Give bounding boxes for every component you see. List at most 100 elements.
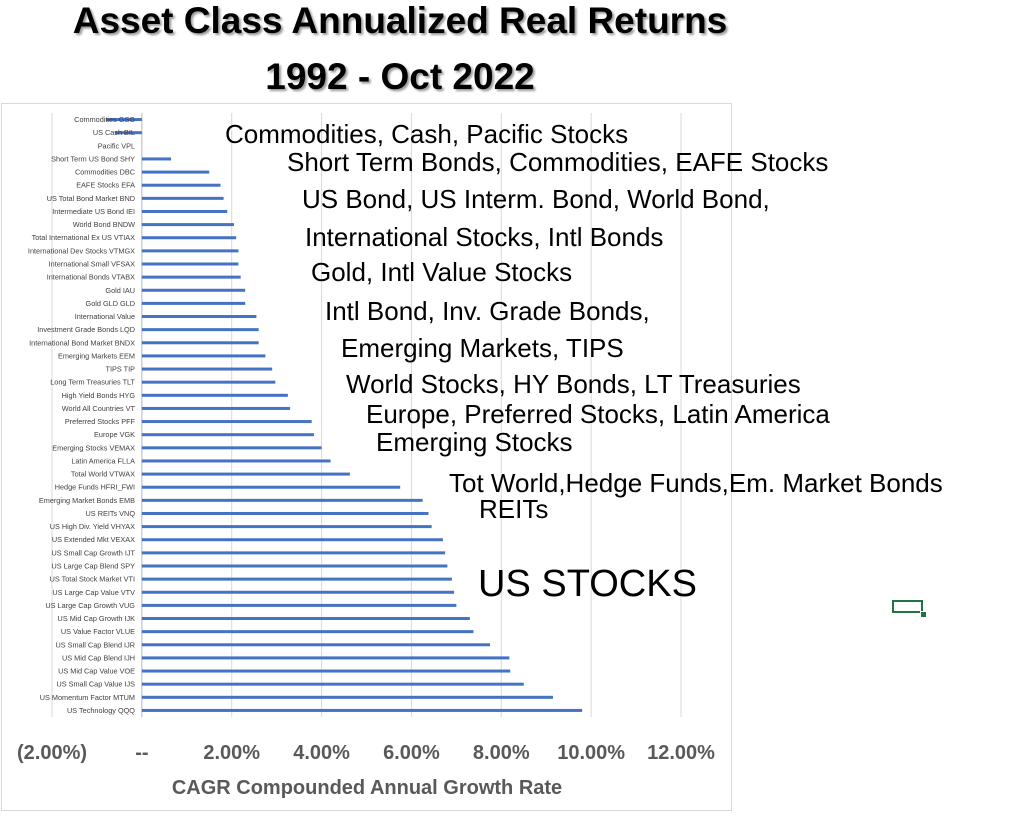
category-label: Long Term Treasuries TLT <box>50 378 135 387</box>
category-label: Gold GLD GLD <box>86 299 135 308</box>
category-label: Hedge Funds HFRI_FWI <box>55 483 135 492</box>
bar <box>141 433 314 437</box>
category-label: International Small VFSAX <box>49 260 136 269</box>
category-label: US Small Cap Blend IJR <box>56 640 136 649</box>
category-label: US Mid Cap Growth IJK <box>58 614 136 623</box>
category-label: US Small Cap Growth IJT <box>51 548 135 557</box>
bar <box>141 380 276 384</box>
category-label: US High Div. Yield VHYAX <box>50 522 135 531</box>
bar <box>141 551 446 555</box>
category-label: Gold IAU <box>105 286 135 295</box>
annotation-world-stocks: World Stocks, HY Bonds, LT Treasuries <box>346 369 801 399</box>
bar <box>141 275 241 279</box>
bar <box>141 223 234 227</box>
category-label: Latin America FLLA <box>71 456 135 465</box>
category-label: US Large Cap Blend SPY <box>51 562 135 571</box>
category-label: World Bond BNDW <box>73 220 135 229</box>
bar-chart: Commodities GSG US Cash BIL Pacific VPL Sho… <box>17 113 715 799</box>
category-label: Emerging Market Bonds EMB <box>39 496 135 505</box>
bar <box>141 498 423 502</box>
category-label: Total International Ex US VTIAX <box>32 233 136 242</box>
category-label: International Bond Market BNDX <box>29 338 135 347</box>
x-tick-label: 12.00% <box>647 742 715 764</box>
bar <box>141 183 221 187</box>
x-tick-label: 8.00% <box>473 742 530 764</box>
bar <box>141 406 291 410</box>
cell-selection-box[interactable] <box>892 600 923 613</box>
bar <box>141 328 259 332</box>
bar <box>141 446 322 450</box>
category-label: Europe VGK <box>94 430 135 439</box>
bar <box>105 118 142 122</box>
category-label: International Value <box>75 312 135 321</box>
plot-area: Commodities GSG US Cash BIL Pacific VPL Sho… <box>1 103 732 811</box>
category-label: Emerging Stocks VEMAX <box>52 443 135 452</box>
x-axis-title: CAGR Compounded Annual Growth Rate <box>172 777 562 799</box>
bar <box>141 341 259 345</box>
category-label: US Large Cap Growth VUG <box>45 601 135 610</box>
bar <box>141 209 228 213</box>
category-label: Commodities DBC <box>75 168 135 177</box>
bar <box>141 301 246 305</box>
x-tick-label: 4.00% <box>293 742 350 764</box>
x-tick-label: 10.00% <box>557 742 625 764</box>
annotation-emerging-stocks: Emerging Stocks <box>376 427 573 457</box>
chart-title: Asset Class Annualized Real Returns <box>72 0 728 41</box>
bar <box>141 420 312 424</box>
category-label: Investment Grade Bonds LQD <box>37 325 135 334</box>
bar <box>141 367 273 371</box>
category-label: US Technology QQQ <box>67 706 135 715</box>
bar <box>141 170 210 174</box>
category-label: US Small Cap Value IJS <box>56 680 135 689</box>
bar <box>141 288 246 292</box>
category-label: US Total Stock Market VTI <box>50 575 135 584</box>
category-label: Commodities GSG <box>74 115 135 124</box>
cell-fill-handle[interactable] <box>920 611 927 618</box>
category-label: World All Countries VT <box>62 404 136 413</box>
category-label: US Extended Mkt VEXAX <box>52 535 135 544</box>
annotation-us-stocks: US STOCKS <box>478 563 697 605</box>
annotation-emerging-markets: Emerging Markets, TIPS <box>341 333 624 363</box>
annotation-short-term-bonds: Short Term Bonds, Commodities, EAFE Stoc… <box>287 147 829 177</box>
category-label: High Yield Bonds HYG <box>62 391 136 400</box>
bar <box>114 131 142 135</box>
annotation-commodities-cash-pacific: Commodities, Cash, Pacific Stocks <box>225 119 629 149</box>
bar <box>141 315 257 319</box>
annotation-intl-bond: Intl Bond, Inv. Grade Bonds, <box>325 296 650 326</box>
bar <box>141 511 429 515</box>
category-label: US Mid Cap Value VOE <box>58 667 135 676</box>
category-label: Emerging Markets EEM <box>58 351 135 360</box>
bar <box>141 643 491 647</box>
bar <box>141 564 448 568</box>
annotation-gold: Gold, Intl Value Stocks <box>311 257 573 287</box>
annotation-europe: Europe, Preferred Stocks, Latin America <box>366 399 830 429</box>
bar <box>141 393 288 397</box>
category-label: Intermediate US Bond IEI <box>52 207 135 216</box>
category-label: International Bonds VTABX <box>47 273 135 282</box>
bar <box>141 262 239 266</box>
x-tick-label: 6.00% <box>383 742 440 764</box>
bar <box>141 525 432 529</box>
bar <box>141 249 239 253</box>
bar <box>141 695 553 699</box>
category-label: Total World VTWAX <box>71 470 135 479</box>
category-label: US Total Bond Market BND <box>47 194 135 203</box>
category-label: Preferred Stocks PFF <box>65 417 136 426</box>
x-tick-label: -- <box>135 742 148 764</box>
annotation-reits: REITs <box>479 494 549 524</box>
bar <box>141 590 455 594</box>
bar <box>141 538 443 542</box>
bar <box>141 617 470 621</box>
annotation-international-stocks: International Stocks, Intl Bonds <box>305 222 664 252</box>
x-tick-label: (2.00%) <box>17 742 87 764</box>
category-label: Pacific VPL <box>98 141 135 150</box>
category-label: US Large Cap Value VTV <box>52 588 135 597</box>
category-label: US Value Factor VLUE <box>61 627 135 636</box>
category-label: Short Term US Bond SHY <box>51 154 135 163</box>
bar <box>141 669 511 673</box>
x-tick-label: 2.00% <box>203 742 260 764</box>
bar <box>141 196 224 200</box>
category-label: US Momentum Factor MTUM <box>40 693 135 702</box>
category-label: US REITs VNQ <box>86 509 136 518</box>
annotation-us-bond: US Bond, US Interm. Bond, World Bond, <box>302 184 770 214</box>
